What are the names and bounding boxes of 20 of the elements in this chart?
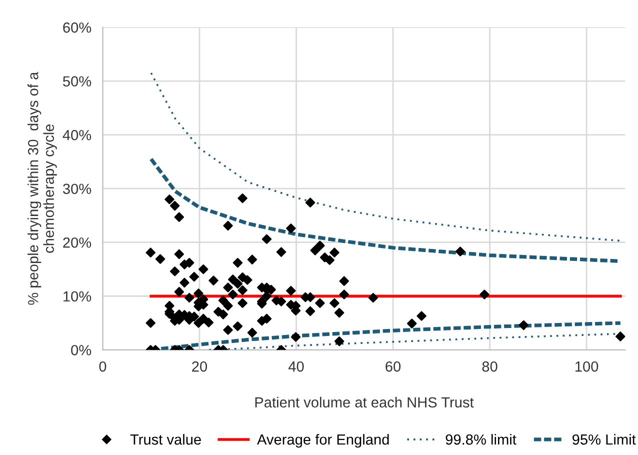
x-tick-label: 80 [482,361,498,372]
x-tick-label: 100 [575,361,598,372]
y-tick-label: 40% [62,130,92,140]
x-tick-label: 40 [288,361,304,372]
legend-label: Average for England [257,434,389,448]
x-tick-label: 20 [192,361,208,372]
y-tick-label: 0% [71,344,92,356]
x-tick-label: 60 [386,361,401,372]
y-tick-label: 20% [63,237,92,248]
y-axis-title: % people drying within 30 days of a chemotherapy cycle [28,72,57,305]
x-axis-title: Patient volume at each NHS Trust [255,396,474,408]
legend-label: 95% Limit [572,434,636,445]
line-series [150,72,622,242]
y-tick-label: 10% [64,291,92,302]
x-tick-label: 0 [99,361,106,372]
legend-label: Trust value [130,434,201,445]
y-tick-label: 60% [63,22,92,33]
legend-label: 99.8% limit [446,434,516,445]
y-tick-label: 50% [63,76,92,86]
y-tick-label: 30% [62,184,92,194]
